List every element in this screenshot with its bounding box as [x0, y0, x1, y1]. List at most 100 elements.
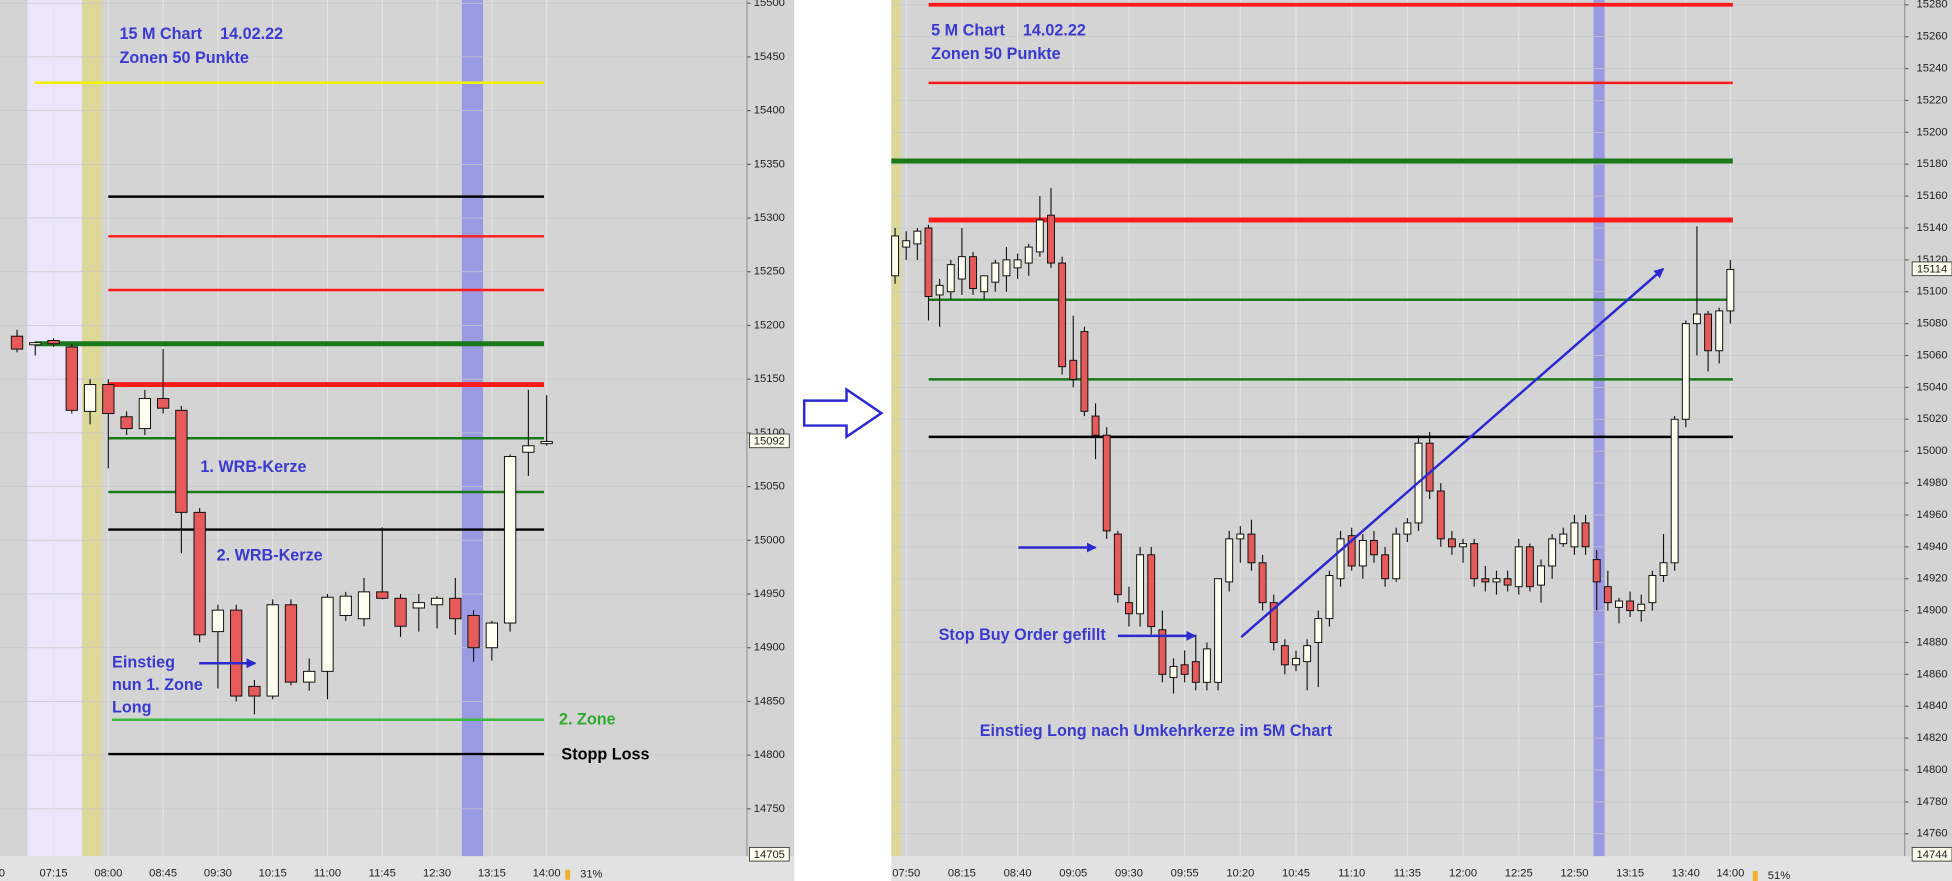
y-tick-label: 15000 — [754, 534, 785, 546]
price-box — [1911, 261, 1952, 277]
chart-subtitle: Zonen 50 Punkte — [120, 49, 249, 67]
y-tick-label: 15020 — [1917, 413, 1948, 425]
candle-body — [1358, 539, 1367, 567]
y-tick-label: 15280 — [1917, 0, 1948, 11]
candle-body — [303, 670, 316, 683]
session-band — [891, 0, 902, 857]
candle-body — [1191, 661, 1200, 683]
y-tick-label: 14980 — [1917, 477, 1948, 489]
y-tick-label: 14800 — [1917, 764, 1948, 776]
candle-body — [65, 346, 78, 411]
x-tick-label: 09:30 — [1115, 867, 1143, 879]
candle-body — [47, 340, 60, 345]
candle-body — [1013, 259, 1022, 269]
x-tick-label: 10:15 — [259, 867, 287, 879]
y-tick-label: 15300 — [754, 212, 785, 224]
y-tick-label: 15240 — [1917, 63, 1948, 75]
candle-body — [1581, 522, 1590, 548]
y-tick-label: 15100 — [754, 427, 785, 439]
y-tick-label: 15100 — [1917, 286, 1948, 298]
x-tick-label: 14:00 — [533, 867, 561, 879]
candle-body — [957, 256, 966, 280]
candle-body — [1236, 533, 1245, 540]
y-tick-label: 14800 — [754, 749, 785, 761]
candle-body — [1537, 565, 1545, 586]
y-tick-label: 15500 — [754, 0, 785, 9]
candle-body — [946, 264, 955, 293]
candle-body — [1102, 434, 1111, 532]
candle-body — [1002, 259, 1011, 277]
candle-body — [1336, 538, 1345, 580]
y-tick-label: 15160 — [1917, 190, 1948, 202]
candle-body — [449, 597, 462, 620]
price-label: 14705 — [754, 849, 785, 861]
candle-body — [1481, 578, 1490, 583]
x-tick-label: 11:00 — [314, 867, 341, 879]
candle-body — [1648, 575, 1657, 604]
candle-body — [522, 445, 535, 453]
candle-body — [1470, 543, 1479, 580]
x-tick-label: 13:15 — [478, 867, 506, 879]
y-tick-label: 15400 — [754, 105, 785, 117]
candle-body — [924, 227, 933, 298]
candle-body — [138, 398, 152, 430]
candle-body — [1269, 602, 1278, 643]
session-band — [461, 0, 484, 857]
candle-body — [1225, 538, 1234, 583]
candle-body — [1136, 554, 1145, 615]
y-tick-label: 15200 — [754, 319, 785, 331]
session-band — [82, 0, 103, 857]
candle-body — [1314, 618, 1323, 643]
candle-body — [1492, 578, 1501, 583]
candle-body — [1615, 600, 1623, 608]
chart-subtitle: Zonen 50 Punkte — [931, 45, 1060, 63]
y-tick-label: 15060 — [1917, 349, 1948, 361]
y-tick-label: 14940 — [1917, 541, 1948, 553]
candle-body — [376, 591, 389, 599]
candle-body — [83, 384, 97, 412]
x-tick-label: 11:35 — [1394, 867, 1421, 879]
candle-body — [935, 284, 944, 296]
candle-body — [1704, 313, 1713, 352]
candle-body — [1681, 323, 1690, 420]
x-tick-label: 08:45 — [149, 867, 177, 879]
x-tick-label: 10:20 — [1226, 867, 1254, 879]
candle-body — [1292, 657, 1300, 666]
time-axis — [0, 856, 795, 881]
chart-panel: 14750 14800 14850 14900 14950 15000 15050 15100… — [0, 0, 795, 881]
y-tick-label: 15050 — [754, 481, 785, 493]
candle-body — [430, 597, 444, 606]
candle-body — [1525, 546, 1534, 588]
candle-body — [102, 384, 115, 415]
x-tick-label: 12:00 — [1449, 867, 1477, 879]
candle-body — [284, 604, 298, 683]
annotation: 2. WRB-Kerze — [217, 547, 323, 565]
y-tick-label: 15140 — [1917, 222, 1948, 234]
annotation: Einstieg — [112, 654, 175, 672]
candle-body — [1626, 600, 1635, 612]
candle-body — [1548, 538, 1557, 567]
x-tick-label: 12:30 — [423, 867, 451, 879]
candle-body — [1303, 645, 1312, 663]
y-tick-label: 15180 — [1917, 158, 1948, 170]
candle-body — [1637, 603, 1646, 612]
annotation: Einstieg Long nach Umkehrkerze im 5M Cha… — [980, 722, 1333, 740]
candle-body — [1403, 522, 1412, 535]
chart-title: 15 M Chart 14.02.22 — [120, 25, 284, 43]
y-tick-label: 14860 — [1917, 668, 1948, 680]
annotation: Long — [112, 698, 152, 716]
candle-body — [1670, 418, 1679, 564]
annotation: Stopp Loss — [561, 746, 649, 764]
status-text: 51% — [1768, 870, 1790, 881]
y-tick-label: 15450 — [754, 51, 785, 63]
candle-body — [29, 342, 42, 346]
x-tick-label: 30 — [0, 867, 5, 879]
price-label: 15114 — [1917, 263, 1947, 275]
y-tick-label: 14880 — [1917, 636, 1948, 648]
x-tick-label: 08:40 — [1004, 867, 1032, 879]
candle-body — [1381, 554, 1390, 580]
y-tick-label: 14850 — [754, 695, 785, 707]
candle-body — [467, 615, 480, 649]
session-band — [27, 0, 83, 857]
